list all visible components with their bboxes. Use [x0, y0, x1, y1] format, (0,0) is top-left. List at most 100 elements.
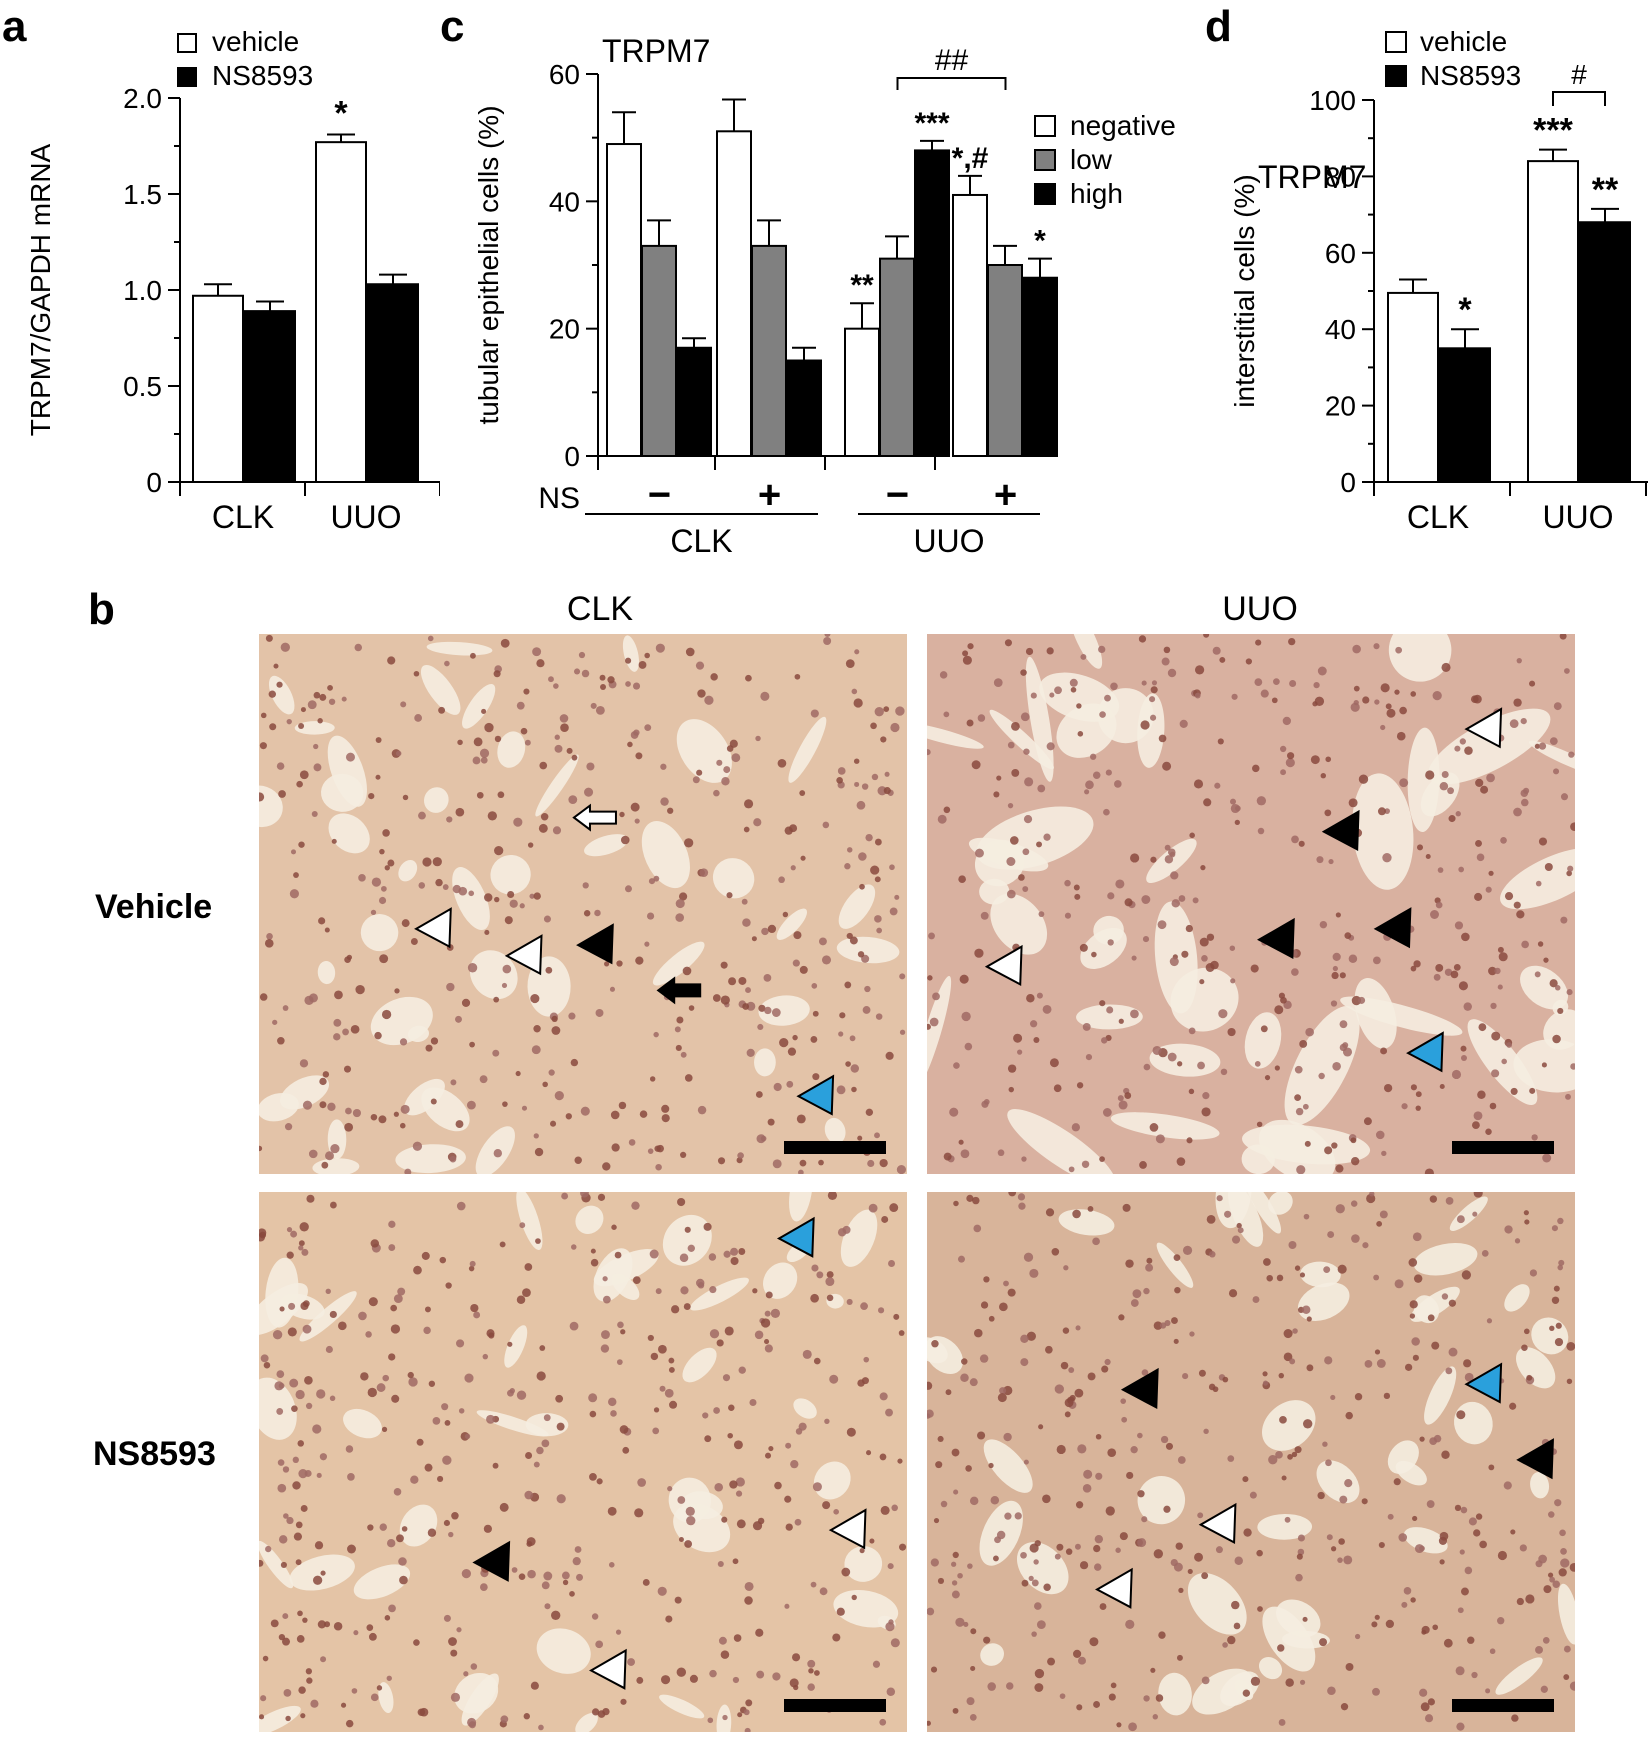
nucleus	[468, 1265, 475, 1272]
nucleus	[710, 673, 718, 681]
nucleus	[1474, 892, 1483, 901]
lumen	[989, 709, 1054, 770]
nucleus	[1178, 895, 1186, 902]
nucleus	[676, 1016, 684, 1024]
nucleus	[523, 688, 530, 695]
nucleus	[932, 992, 940, 1001]
nucleus	[833, 1508, 839, 1515]
nucleus	[967, 643, 974, 650]
nucleus	[723, 1250, 731, 1258]
nucleus	[1288, 637, 1296, 646]
nucleus	[1054, 686, 1062, 695]
nucleus	[376, 1383, 386, 1392]
nucleus	[1174, 1286, 1181, 1294]
nucleus	[1099, 1000, 1106, 1007]
nucleus	[297, 1440, 305, 1447]
nucleus	[1538, 1554, 1547, 1564]
nucleus	[1143, 1695, 1150, 1702]
nucleus	[951, 1580, 958, 1586]
nucleus	[624, 885, 632, 893]
nucleus	[1054, 1384, 1064, 1394]
nucleus	[812, 1010, 819, 1017]
nucleus	[720, 1650, 730, 1659]
nucleus	[1363, 1117, 1372, 1126]
nucleus	[1520, 798, 1529, 807]
nucleus	[1020, 1551, 1027, 1559]
nucleus	[1404, 1363, 1413, 1371]
nucleus	[1121, 1416, 1128, 1423]
nucleus	[414, 714, 423, 722]
nucleus	[293, 1532, 303, 1541]
nucleus	[482, 1353, 489, 1360]
nucleus	[863, 1356, 870, 1363]
nucleus	[697, 689, 706, 698]
legend-label: vehicle	[212, 26, 299, 57]
nucleus	[1338, 1538, 1345, 1545]
nucleus	[1171, 899, 1180, 908]
nucleus	[1059, 1693, 1066, 1700]
nucleus	[1117, 1095, 1124, 1102]
nucleus	[1026, 994, 1035, 1003]
lumen	[1039, 672, 1120, 722]
arrowhead-white	[828, 1508, 867, 1550]
nucleus	[764, 1339, 770, 1345]
nucleus	[738, 976, 747, 985]
nucleus	[827, 1192, 838, 1200]
nucleus	[551, 1610, 561, 1620]
nucleus	[1042, 1004, 1052, 1014]
nucleus	[391, 1394, 400, 1403]
nucleus	[461, 1569, 471, 1579]
scale-bar	[784, 1699, 886, 1712]
nucleus	[1521, 1344, 1528, 1351]
nucleus	[1327, 1231, 1335, 1239]
nucleus	[1385, 1619, 1394, 1629]
nucleus	[632, 1276, 641, 1285]
nucleus	[330, 1144, 340, 1154]
arrow-white	[572, 803, 617, 832]
nucleus	[316, 1472, 322, 1479]
significance-mark: *	[334, 94, 348, 132]
lumen	[1244, 1012, 1282, 1069]
nucleus	[664, 1388, 674, 1398]
bar-ns8593	[1579, 221, 1631, 484]
nucleus	[635, 956, 644, 965]
nucleus	[999, 1302, 1008, 1312]
nucleus	[1045, 1208, 1055, 1217]
nucleus	[1435, 901, 1443, 909]
category-label: CLK	[1407, 499, 1469, 535]
nucleus	[1369, 1192, 1375, 1197]
nucleus	[990, 1496, 1000, 1505]
nucleus	[571, 754, 578, 761]
nucleus	[713, 1407, 720, 1414]
nucleus	[571, 1244, 577, 1250]
nucleus	[620, 835, 630, 845]
nucleus	[1529, 680, 1536, 687]
nucleus	[1416, 844, 1424, 851]
nucleus	[1394, 689, 1400, 695]
nucleus	[635, 752, 643, 760]
nucleus	[650, 1352, 659, 1361]
nucleus	[538, 1724, 544, 1731]
lumen	[641, 821, 690, 889]
nucleus	[1229, 945, 1236, 951]
nucleus	[552, 826, 562, 835]
nucleus	[633, 729, 640, 736]
nucleus	[611, 1143, 620, 1152]
nucleus	[367, 1524, 374, 1531]
nucleus	[752, 1288, 758, 1294]
nucleus	[1459, 738, 1466, 745]
nucleus	[953, 1062, 960, 1069]
nucleus	[667, 807, 674, 814]
nucleus	[1167, 1052, 1177, 1062]
nucleus	[1076, 1704, 1083, 1711]
nucleus	[1036, 992, 1043, 999]
nucleus	[1488, 966, 1497, 976]
nucleus	[1043, 833, 1051, 841]
panel-b-row-label-vehicle: Vehicle	[95, 888, 213, 926]
nucleus	[518, 1573, 526, 1581]
nucleus	[819, 1587, 828, 1596]
lumen	[516, 1192, 543, 1251]
nucleus	[446, 816, 453, 823]
nucleus	[625, 681, 631, 687]
nucleus	[582, 882, 589, 889]
